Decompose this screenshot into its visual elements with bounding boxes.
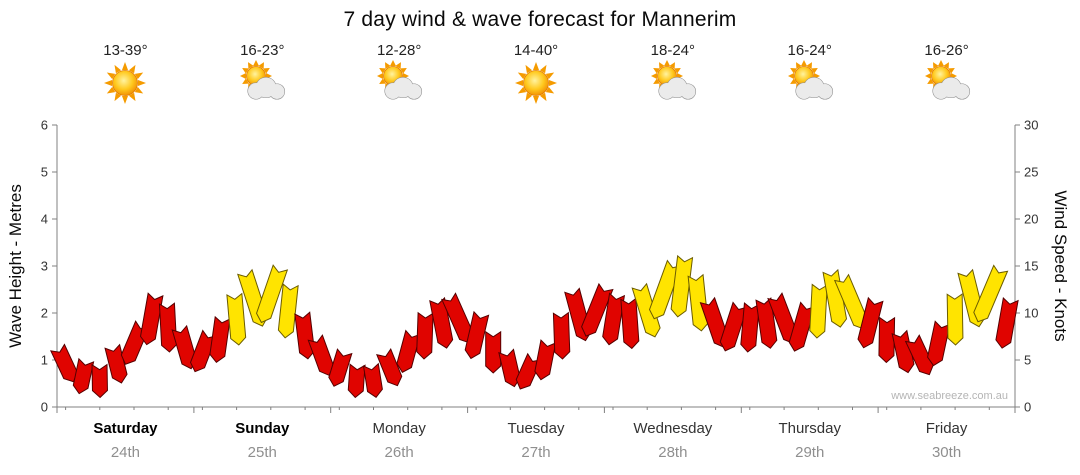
wave-height-tick: 0 xyxy=(41,400,48,415)
wind-arrow xyxy=(552,311,571,360)
wave-height-tick: 4 xyxy=(41,212,48,227)
temperature-range: 13-39° xyxy=(103,42,148,59)
wind-arrow xyxy=(822,268,848,328)
wind-arrow xyxy=(158,302,178,353)
wind-arrow xyxy=(362,362,383,398)
sunny-icon xyxy=(96,60,154,106)
wind-arrow xyxy=(396,329,422,373)
day-name: Tuesday xyxy=(507,420,565,437)
wave-height-tick: 5 xyxy=(41,165,48,180)
wind-arrow xyxy=(189,329,218,373)
wind-arrow xyxy=(719,301,749,352)
wind-arrow xyxy=(515,352,543,390)
wind-arrow xyxy=(256,264,289,324)
temperature-range: 18-24° xyxy=(650,42,696,59)
day-name: Friday xyxy=(925,420,968,437)
wind-arrow xyxy=(946,293,964,346)
wind-arrow xyxy=(878,316,896,364)
y-tick-labels: 0 1 2 3 4 5 6 0 5 10 15 20 25 30 xyxy=(41,118,1039,415)
temperature-range: 14-40° xyxy=(513,42,559,59)
wind-speed-tick: 5 xyxy=(1024,353,1031,368)
wind-arrow xyxy=(209,315,231,363)
wind-arrow xyxy=(294,311,316,360)
wind-arrow xyxy=(755,297,778,349)
wind-arrow xyxy=(347,363,366,399)
wind-arrow xyxy=(376,348,403,387)
wind-speed-tick: 0 xyxy=(1024,400,1031,415)
wind-arrow xyxy=(602,292,626,346)
wind-arrow xyxy=(740,302,760,353)
wind-arrow xyxy=(687,273,709,332)
day-date: 25th xyxy=(247,444,277,461)
wave-height-tick: 2 xyxy=(41,306,48,321)
wind-arrow xyxy=(648,259,683,320)
wind-speed-tick: 30 xyxy=(1024,118,1038,133)
right-axis-title: Wind Speed - Knots xyxy=(1051,190,1070,342)
temperature-range: 16-24° xyxy=(787,42,832,59)
partly-cloudy-icon xyxy=(781,60,839,106)
temperature-range: 12-28° xyxy=(376,42,422,59)
day-name: Wednesday xyxy=(633,420,713,437)
wave-height-tick: 1 xyxy=(41,353,48,368)
temperature-range: 16-23° xyxy=(240,42,285,59)
sunny-icon xyxy=(507,60,565,106)
day-date: 29th xyxy=(795,444,825,461)
wind-arrow xyxy=(973,264,1009,323)
wind-arrow xyxy=(226,292,247,346)
day-name: Saturday xyxy=(93,420,158,437)
wind-arrow xyxy=(416,311,434,360)
watermark: www.seabreeze.com.au xyxy=(890,390,1008,402)
wind-arrow xyxy=(534,339,557,381)
partly-cloudy-icon xyxy=(233,60,291,106)
wind-arrow xyxy=(927,320,951,367)
wind-arrow xyxy=(328,348,353,387)
wind-arrow xyxy=(139,292,164,346)
left-axis-title: Wave Height - Metres xyxy=(6,184,25,348)
page-title: 7 day wind & wave forecast for Mannerim xyxy=(343,8,737,31)
wind-arrow xyxy=(995,296,1019,349)
day-name: Sunday xyxy=(235,420,290,437)
wind-arrow xyxy=(91,363,108,399)
wind-speed-tick: 15 xyxy=(1024,259,1038,274)
day-date: 26th xyxy=(384,444,414,461)
wind-arrow xyxy=(277,283,299,339)
wind-arrow xyxy=(891,329,915,374)
wind-arrow xyxy=(464,310,490,360)
wind-speed-tick: 10 xyxy=(1024,306,1038,321)
day-name: Thursday xyxy=(778,420,841,437)
wave-height-tick: 3 xyxy=(41,259,48,274)
wind-arrow xyxy=(620,297,640,350)
day-date: 27th xyxy=(521,444,551,461)
wind-arrow xyxy=(631,282,661,338)
wind-arrow xyxy=(670,254,694,318)
partly-cloudy-icon xyxy=(370,60,428,106)
day-name: Monday xyxy=(372,420,426,437)
wind-arrow xyxy=(809,283,828,339)
wind-arrow xyxy=(788,301,816,352)
day-date: 30th xyxy=(931,444,962,461)
day-date: 24th xyxy=(110,444,141,461)
wind-arrow xyxy=(581,282,614,337)
partly-cloudy-icon xyxy=(644,60,702,106)
wave-height-tick: 6 xyxy=(41,118,48,133)
temperature-range: 16-26° xyxy=(924,42,969,59)
wind-speed-tick: 20 xyxy=(1024,212,1038,227)
wind-arrows xyxy=(50,254,1019,399)
day-date: 28th xyxy=(658,444,688,461)
wind-arrow xyxy=(485,330,502,374)
wind-speed-tick: 25 xyxy=(1024,165,1038,180)
partly-cloudy-icon xyxy=(918,60,976,106)
wind-arrow xyxy=(857,296,884,349)
wind-arrow xyxy=(72,357,95,395)
